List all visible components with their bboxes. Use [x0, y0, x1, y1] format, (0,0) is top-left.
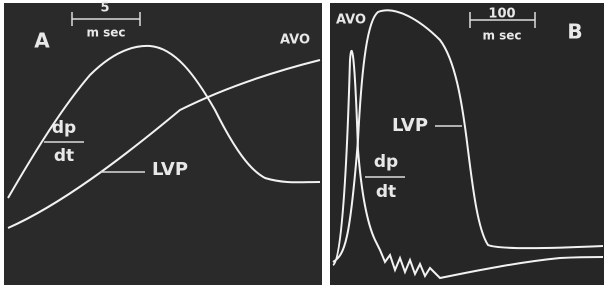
panel-label: A	[34, 29, 50, 53]
scale-value: 100	[488, 7, 515, 22]
dp-label: dp	[52, 118, 76, 138]
dt-label: dt	[54, 146, 74, 166]
dp-label: dp	[374, 152, 398, 172]
lvp-label: LVP	[392, 115, 428, 136]
panel-label: B	[567, 20, 582, 44]
lvp-label: LVP	[152, 159, 188, 180]
avo-label: AVO	[280, 33, 310, 48]
avo-label: AVO	[336, 13, 366, 28]
dt-label: dt	[376, 182, 396, 202]
figure: A 5 m sec AVO dp dt LVP AVO 100 m sec B …	[0, 0, 608, 289]
scale-value: 5	[100, 1, 109, 16]
scale-unit: m sec	[482, 29, 521, 43]
scale-unit: m sec	[86, 26, 125, 40]
panel-a-background	[4, 3, 322, 285]
